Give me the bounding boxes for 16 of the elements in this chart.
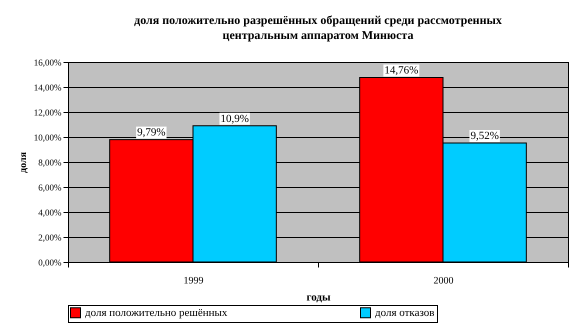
x-axis-title: годы: [306, 292, 331, 304]
x-tick-label: 1999: [184, 276, 204, 286]
legend-label: доля отказов: [375, 306, 434, 319]
y-tick-label: 14,00%: [34, 82, 62, 92]
x-tick-label: 2000: [434, 276, 454, 286]
y-tick-label: 2,00%: [38, 232, 62, 242]
y-tick-label: 4,00%: [38, 208, 62, 218]
legend-label: доля положительно решённых: [85, 306, 228, 319]
y-tick-label: 16,00%: [34, 58, 62, 68]
y-tick-label: 0,00%: [38, 258, 62, 268]
y-tick-label: 10,00%: [34, 132, 62, 142]
y-tick-label: 12,00%: [34, 108, 62, 118]
y-tick-label: 8,00%: [38, 158, 62, 168]
y-axis-title: доля: [18, 151, 29, 173]
y-tick-label: 6,00%: [38, 182, 62, 192]
chart-title: доля положительно разрешённых обращений среди рассмотренных центральным аппаратом Минюста: [134, 13, 502, 42]
